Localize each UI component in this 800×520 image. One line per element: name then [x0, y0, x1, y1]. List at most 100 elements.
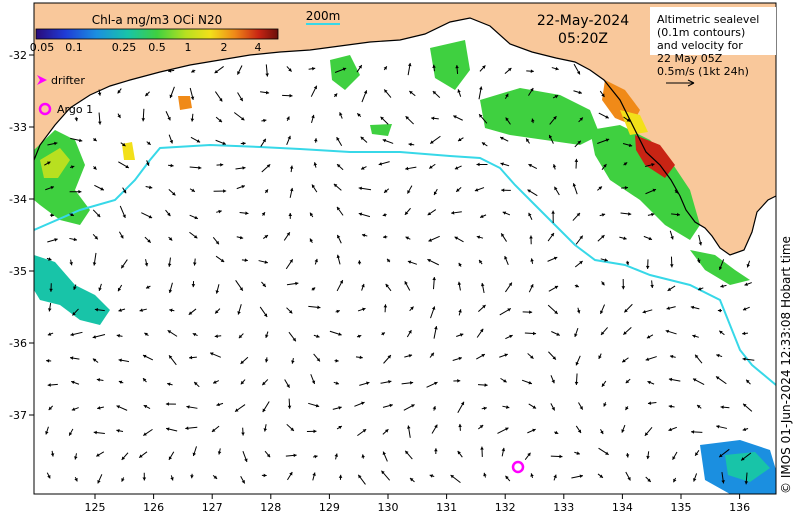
- velocity-arrow: [236, 235, 244, 240]
- colorbar-tick: 1: [185, 41, 192, 54]
- velocity-arrow: [142, 354, 154, 361]
- velocity-arrow: [215, 284, 220, 294]
- argo-float-marker[interactable]: [511, 460, 525, 474]
- velocity-arrow: [742, 357, 755, 361]
- x-tick-label: 134: [612, 501, 633, 514]
- velocity-arrow: [599, 213, 606, 217]
- velocity-arrow: [550, 403, 556, 411]
- velocity-arrow: [574, 327, 579, 338]
- velocity-arrow: [259, 306, 268, 318]
- velocity-arrow: [310, 85, 318, 97]
- velocity-arrow: [668, 426, 678, 432]
- velocity-arrow: [213, 189, 227, 193]
- x-tick-label: 128: [260, 501, 281, 514]
- reference-arrowhead-icon: [687, 79, 695, 87]
- velocity-arrow: [92, 233, 99, 240]
- velocity-arrow: [92, 252, 97, 266]
- velocity-arrow: [69, 356, 80, 360]
- velocity-arrow: [336, 425, 343, 430]
- velocity-arrow: [262, 401, 270, 413]
- velocity-arrow: [665, 329, 677, 335]
- velocity-arrow: [597, 473, 604, 479]
- velocity-arrow: [458, 423, 462, 431]
- velocity-arrow: [528, 212, 533, 220]
- velocity-arrow: [383, 188, 390, 194]
- velocity-info-box: Altimetric sealevel (0.1m contours) and …: [650, 7, 776, 87]
- velocity-arrow: [47, 141, 58, 146]
- velocity-arrow: [625, 406, 629, 411]
- velocity-arrow: [434, 448, 438, 455]
- velocity-arrow: [478, 86, 483, 100]
- velocity-arrow: [192, 258, 197, 266]
- velocity-arrow: [143, 428, 153, 436]
- velocity-arrow: [548, 351, 557, 360]
- map-date: 22-May-2024: [537, 13, 629, 29]
- velocity-arrow: [192, 446, 197, 457]
- velocity-arrow: [383, 89, 392, 98]
- x-axis: 125 126 127 128 129 130 131 132 133 134 135 136: [85, 494, 750, 514]
- velocity-arrow: [483, 472, 487, 478]
- velocity-arrow: [309, 238, 314, 244]
- y-tick-label: -36: [9, 337, 27, 350]
- velocity-arrow: [167, 257, 172, 267]
- velocity-arrow: [432, 90, 441, 98]
- coastline: [34, 17, 776, 256]
- velocity-arrow: [645, 259, 650, 269]
- info-line: (0.1m contours): [657, 26, 745, 39]
- velocity-arrow: [625, 378, 631, 384]
- velocity-arrow: [71, 407, 79, 411]
- velocity-arrow: [457, 137, 464, 142]
- velocity-arrow: [505, 282, 513, 293]
- velocity-arrow: [238, 333, 244, 339]
- velocity-arrow: [575, 355, 581, 366]
- velocity-arrow: [142, 472, 147, 481]
- velocity-arrow: [145, 185, 153, 190]
- x-tick-label: 126: [143, 501, 164, 514]
- velocity-arrow: [405, 166, 417, 171]
- velocity-arrow: [642, 309, 653, 314]
- velocity-arrow: [554, 430, 559, 435]
- x-tick-label: 132: [495, 501, 516, 514]
- velocity-arrow: [46, 257, 52, 261]
- velocity-arrow: [574, 284, 580, 288]
- velocity-arrow: [479, 65, 486, 72]
- velocity-arrow: [261, 164, 271, 173]
- velocity-arrow: [336, 254, 341, 265]
- velocity-arrow: [118, 161, 130, 169]
- velocity-arrow: [623, 162, 628, 166]
- velocity-arrow: [120, 142, 126, 147]
- velocity-arrow: [98, 112, 102, 125]
- velocity-arrow: [120, 259, 128, 269]
- velocity-arrow: [287, 398, 292, 409]
- velocity-arrow: [165, 111, 171, 121]
- velocity-arrow: [499, 136, 509, 142]
- velocity-arrow: [552, 164, 557, 170]
- velocity-arrow: [49, 283, 53, 292]
- velocity-arrow: [552, 94, 559, 99]
- velocity-arrow: [258, 260, 268, 264]
- velocity-arrow: [95, 451, 105, 457]
- velocity-arrow: [404, 207, 411, 216]
- velocity-arrow: [47, 238, 58, 243]
- map-time: 05:20Z: [558, 31, 608, 47]
- velocity-arrow: [455, 65, 459, 74]
- velocity-arrow: [409, 477, 415, 483]
- velocity-arrow: [669, 256, 674, 268]
- velocity-arrow: [500, 233, 507, 242]
- velocity-arrow: [117, 113, 121, 119]
- velocity-arrow: [378, 161, 390, 166]
- land-mass: [34, 3, 776, 255]
- velocity-arrow: [504, 67, 512, 75]
- velocity-arrow: [409, 306, 414, 312]
- velocity-arrow: [118, 380, 124, 385]
- velocity-arrow: [118, 358, 130, 363]
- x-tick-label: 133: [553, 501, 574, 514]
- velocity-arrow: [92, 209, 101, 218]
- velocity-arrow: [336, 136, 343, 146]
- velocity-arrow: [92, 358, 99, 363]
- velocity-arrow: [524, 452, 531, 461]
- velocity-arrow: [119, 205, 126, 219]
- velocity-arrow: [261, 379, 269, 386]
- velocity-arrow: [168, 236, 173, 241]
- velocity-arrow: [597, 138, 610, 144]
